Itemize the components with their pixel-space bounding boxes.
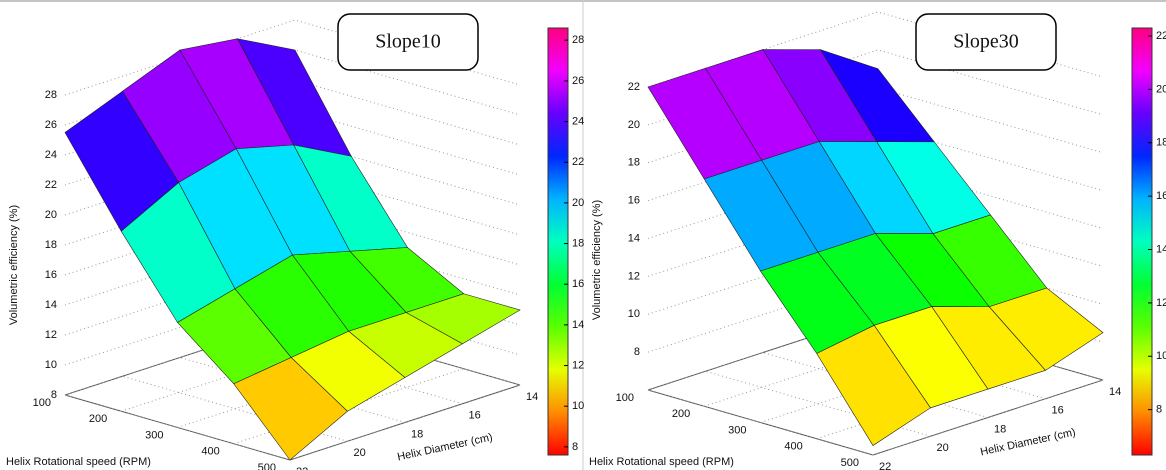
x-tick-label: 500	[258, 462, 276, 470]
colorbar-tick-label: 8	[1156, 404, 1162, 416]
x-axis-label: Helix Rotational speed (RPM)	[6, 456, 151, 468]
grid-line	[64, 229, 521, 306]
z-tick-label: 12	[628, 270, 640, 282]
z-tick-label: 16	[45, 269, 57, 281]
colorbar-tick-label: 20	[1156, 83, 1166, 95]
y-tick-label: 20	[354, 447, 366, 459]
x-tick-label: 400	[201, 446, 219, 458]
grid-line	[704, 330, 935, 407]
x-tick-label: 100	[616, 392, 634, 404]
z-tick-label: 18	[45, 239, 57, 251]
colorbar-tick-label: 26	[572, 75, 584, 87]
z-tick-label: 8	[51, 389, 57, 401]
colorbar-tick-label: 20	[572, 197, 584, 209]
colorbar-tick-label: 12	[572, 359, 584, 371]
z-tick-label: 14	[628, 232, 640, 244]
grid-line	[647, 162, 1104, 239]
z-tick-label: 20	[628, 119, 640, 131]
z-axis-label: Volumetric efficiency (%)	[8, 205, 20, 325]
x-tick-label: 500	[841, 457, 859, 469]
x-axis-label: Helix Rotational speed (RPM)	[589, 456, 734, 468]
grid-line	[647, 314, 879, 391]
z-tick-label: 8	[634, 346, 640, 358]
colorbar-tick-label: 18	[572, 237, 584, 249]
z-tick-label: 10	[45, 359, 57, 371]
z-axis-label: Volumetric efficiency (%)	[591, 200, 603, 320]
x-tick-label: 200	[89, 413, 107, 425]
x-tick-label: 100	[33, 397, 51, 409]
colorbar-tick-label: 14	[1156, 243, 1166, 255]
colorbar-tick-label: 8	[572, 441, 578, 453]
z-tick-label: 20	[45, 209, 57, 221]
grid-line	[64, 289, 521, 366]
z-tick-label: 12	[45, 329, 57, 341]
grid-line	[64, 319, 296, 396]
z-tick-label: 22	[628, 81, 640, 93]
y-tick-label: 16	[1052, 405, 1064, 417]
y-tick-label: 18	[411, 428, 423, 440]
colorbar-tick-label: 28	[572, 34, 584, 46]
colorbar-tick-label: 22	[1156, 30, 1166, 42]
y-tick-label: 18	[994, 423, 1006, 435]
y-tick-label: 14	[526, 391, 538, 403]
title-box	[915, 13, 1057, 71]
x-tick-label: 400	[784, 441, 802, 453]
grid-line	[647, 276, 1104, 353]
colorbar-tick-label: 10	[1156, 350, 1166, 362]
z-tick-label: 26	[45, 119, 57, 131]
colorbar	[547, 27, 569, 456]
x-tick-label: 200	[672, 408, 690, 420]
title-box	[337, 13, 479, 71]
colorbar-tick-label: 16	[572, 278, 584, 290]
z-tick-label: 22	[45, 179, 57, 191]
colorbar-tick-label: 10	[572, 400, 584, 412]
surface-patch	[405, 293, 521, 345]
grid-line	[647, 238, 1104, 315]
z-tick-label: 16	[628, 195, 640, 207]
z-tick-label: 24	[45, 149, 57, 161]
y-tick-label: 20	[937, 442, 949, 454]
z-tick-label: 28	[45, 89, 57, 101]
z-tick-label: 10	[628, 308, 640, 320]
y-tick-label: 16	[469, 410, 481, 422]
colorbar-tick-label: 18	[1156, 137, 1166, 149]
y-tick-label: 22	[296, 466, 308, 470]
colorbar-tick-label: 22	[572, 156, 584, 168]
chart-title: Slope30	[953, 31, 1019, 53]
chart-title: Slope10	[375, 31, 441, 53]
x-tick-label: 300	[145, 429, 163, 441]
grid-line	[647, 200, 1104, 277]
z-tick-label: 14	[45, 299, 57, 311]
colorbar-tick-label: 24	[572, 115, 584, 127]
y-tick-label: 22	[879, 461, 891, 470]
surface-patch	[988, 287, 1104, 371]
grid-line	[64, 19, 521, 96]
colorbar-tick-label: 16	[1156, 190, 1166, 202]
colorbar-tick-label: 14	[572, 319, 584, 331]
grid-line	[64, 259, 521, 336]
x-tick-label: 300	[728, 424, 746, 436]
colorbar-tick-label: 12	[1156, 297, 1166, 309]
y-tick-label: 14	[1109, 386, 1121, 398]
z-tick-label: 18	[628, 157, 640, 169]
colorbar	[1131, 27, 1153, 456]
